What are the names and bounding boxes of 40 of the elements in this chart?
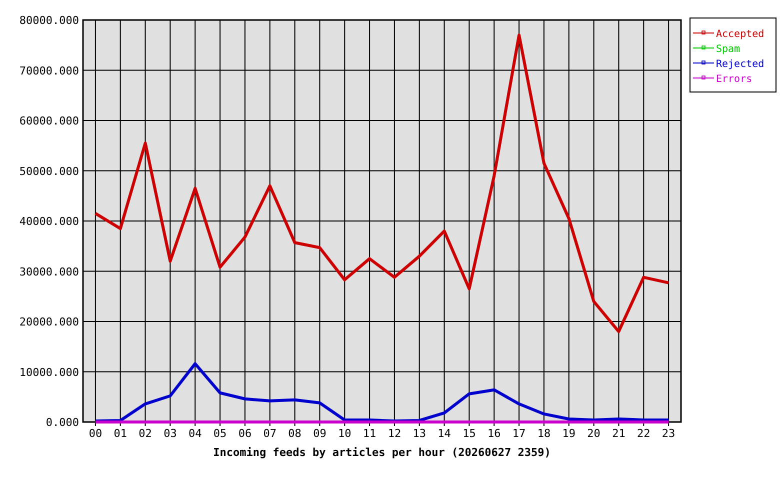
x-tick-label: 16 (488, 427, 501, 440)
x-tick-label: 02 (138, 427, 152, 440)
legend-label: Accepted (716, 29, 764, 40)
x-tick-label: 17 (512, 427, 526, 440)
y-tick-label: 10000.000 (19, 366, 79, 379)
x-tick-label: 21 (612, 427, 626, 440)
x-tick-label: 00 (88, 427, 102, 440)
x-tick-label: 13 (412, 427, 426, 440)
x-axis-title: Incoming feeds by articles per hour (20260627 2359) (213, 446, 551, 459)
x-tick-label: 05 (213, 427, 227, 440)
y-tick-label: 60000.000 (19, 114, 79, 128)
x-tick-label: 08 (288, 427, 302, 440)
x-tick-label: 01 (114, 427, 127, 440)
y-tick-label: 30000.000 (19, 265, 79, 278)
x-tick-label: 07 (263, 427, 276, 440)
x-tick-label: 12 (388, 427, 402, 440)
x-tick-label: 03 (164, 427, 177, 440)
legend-label: Rejected (716, 59, 764, 70)
legend-label: Spam (716, 44, 740, 55)
x-tick-label: 19 (562, 427, 576, 440)
x-tick-label: 11 (362, 427, 376, 440)
x-tick-label: 06 (238, 427, 252, 440)
y-tick-label: 70000.000 (19, 64, 79, 78)
x-tick-label: 10 (338, 427, 352, 440)
y-tick-label: 0.000 (46, 416, 79, 429)
x-tick-label: 09 (313, 427, 326, 440)
line-series (94, 34, 670, 334)
x-tick-label: 22 (637, 427, 650, 440)
x-tick-label: 04 (188, 427, 202, 440)
x-tick-label: 15 (462, 427, 476, 440)
legend-label: Errors (716, 74, 752, 85)
x-tick-label: 20 (587, 427, 600, 440)
line-series (94, 362, 670, 422)
x-tick-label: 18 (537, 427, 551, 440)
y-tick-label: 50000.000 (19, 164, 79, 178)
y-tick-label: 20000.000 (19, 316, 79, 328)
x-tick-label: 14 (438, 427, 452, 440)
y-tick-label: 80000.000 (19, 14, 79, 27)
x-tick-label: 23 (662, 427, 676, 440)
y-tick-label: 40000.000 (19, 215, 79, 228)
